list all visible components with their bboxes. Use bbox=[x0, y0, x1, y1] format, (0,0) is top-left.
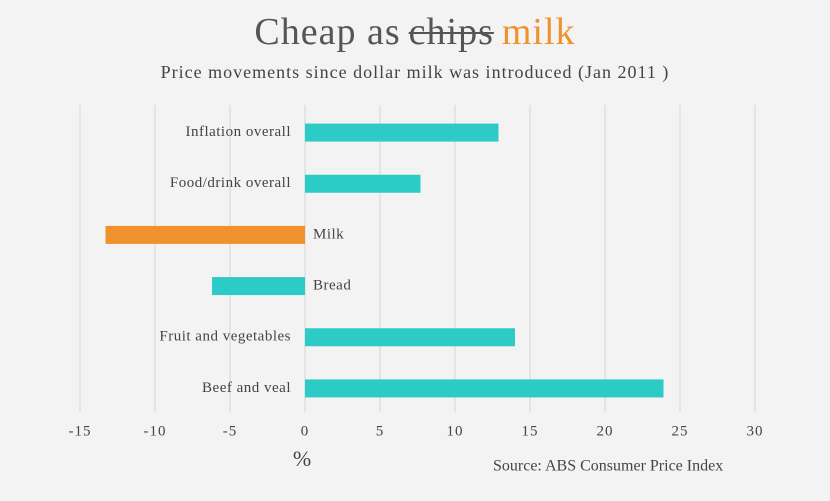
x-tick-label: -15 bbox=[69, 423, 92, 439]
title-lead: Cheap as bbox=[254, 11, 401, 53]
bar bbox=[305, 379, 664, 398]
bar bbox=[305, 174, 421, 193]
title-struck: chips bbox=[408, 11, 494, 53]
x-tick-label: 5 bbox=[376, 423, 385, 439]
title-highlight: milk bbox=[501, 11, 576, 53]
x-tick-label: 10 bbox=[447, 423, 464, 439]
category-label: Fruit and vegetables bbox=[159, 329, 291, 345]
x-tick-label: 20 bbox=[597, 423, 614, 439]
x-tick-label: -10 bbox=[144, 423, 167, 439]
x-tick-label: 30 bbox=[747, 423, 764, 439]
x-tick-label: 25 bbox=[672, 423, 689, 439]
category-label: Beef and veal bbox=[202, 380, 291, 396]
source-note: Source: ABS Consumer Price Index bbox=[493, 458, 723, 475]
chart-title: Cheap as chips milk bbox=[0, 10, 830, 54]
category-label: Bread bbox=[313, 278, 351, 294]
bar bbox=[305, 123, 499, 142]
x-axis-label: % bbox=[293, 446, 311, 471]
category-label: Food/drink overall bbox=[170, 175, 291, 191]
bar bbox=[305, 328, 515, 347]
chart-subtitle: Price movements since dollar milk was in… bbox=[161, 62, 670, 83]
bar bbox=[212, 277, 305, 296]
x-tick-label: 15 bbox=[522, 423, 539, 439]
bar bbox=[105, 225, 305, 244]
x-tick-label: 0 bbox=[301, 423, 310, 439]
category-label: Inflation overall bbox=[185, 124, 291, 140]
x-tick-label: -5 bbox=[223, 423, 238, 439]
category-label: Milk bbox=[313, 226, 344, 242]
